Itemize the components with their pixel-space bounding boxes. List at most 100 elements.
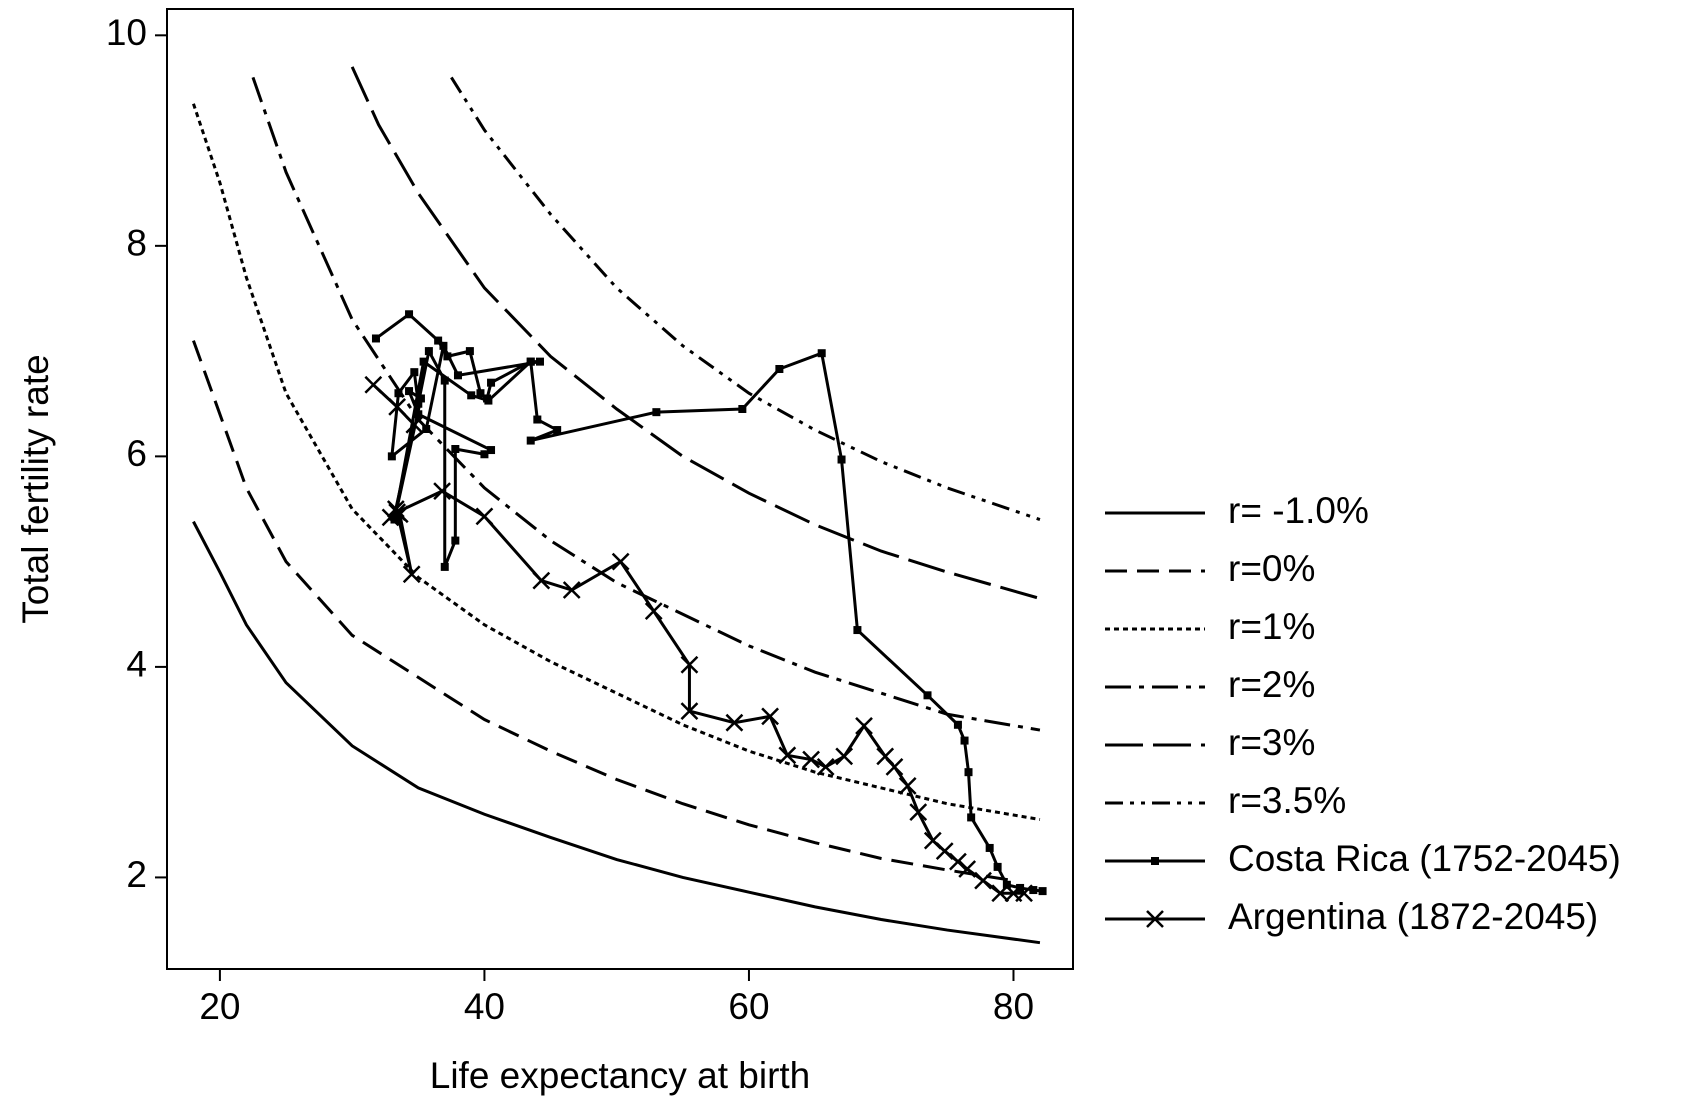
marker-square <box>953 720 962 729</box>
marker-square <box>405 387 414 396</box>
marker-cross <box>949 852 967 871</box>
legend-label: Costa Rica (1752-2045) <box>1228 838 1621 879</box>
marker-square <box>371 334 380 343</box>
marker-square <box>526 357 535 366</box>
x-tick-label: 80 <box>993 986 1034 1027</box>
marker-cross <box>991 884 1010 903</box>
marker-square <box>480 450 489 459</box>
marker-cross <box>680 655 699 674</box>
marker-cross <box>1146 910 1164 928</box>
marker-cross <box>885 758 904 776</box>
marker-cross <box>1015 884 1033 903</box>
y-tick-label: 2 <box>126 854 147 895</box>
marker-square <box>923 691 932 700</box>
marker-square <box>1151 857 1159 865</box>
marker-square <box>424 347 433 356</box>
legend-label: r=3.5% <box>1228 780 1346 821</box>
y-tick-label: 4 <box>126 644 147 685</box>
marker-cross <box>433 482 451 500</box>
marker-square <box>387 452 396 461</box>
y-tick-label: 10 <box>106 12 147 53</box>
marker-square <box>652 408 661 417</box>
marker-cross <box>802 750 821 769</box>
marker-cross <box>644 602 663 620</box>
marker-cross <box>974 871 992 890</box>
marker-square <box>837 455 846 464</box>
legend-label: Argentina (1872-2045) <box>1228 896 1598 937</box>
marker-square <box>439 341 448 350</box>
x-tick-label: 60 <box>728 986 769 1027</box>
series-line <box>350 66 1041 600</box>
marker-cross <box>402 565 421 584</box>
marker-square <box>451 445 460 453</box>
marker-square <box>476 389 485 398</box>
marker-square <box>967 813 976 822</box>
marker-cross <box>816 758 835 776</box>
x-axis-label: Life expectancy at birth <box>430 1055 811 1096</box>
marker-square <box>487 446 496 455</box>
marker-square <box>1038 887 1047 896</box>
marker-square <box>410 368 419 377</box>
marker-square <box>985 843 994 852</box>
y-tick-label: 6 <box>126 433 147 474</box>
marker-cross <box>778 746 797 765</box>
marker-square <box>467 391 476 400</box>
marker-square <box>553 426 562 435</box>
marker-square <box>817 349 826 358</box>
marker-cross <box>761 707 780 726</box>
marker-cross <box>532 571 551 590</box>
marker-cross <box>388 503 407 522</box>
series-line <box>375 312 1043 893</box>
marker-square <box>1002 880 1011 889</box>
marker-square <box>775 365 784 373</box>
marker-cross <box>855 716 873 735</box>
legend-label: r= -1.0% <box>1228 490 1369 531</box>
plot-frame <box>166 8 1074 970</box>
marker-square <box>960 736 969 745</box>
marker-square <box>487 378 496 387</box>
marker-square <box>440 376 449 385</box>
marker-cross <box>364 375 383 394</box>
marker-square <box>422 425 431 433</box>
legend-label: r=3% <box>1228 722 1315 763</box>
marker-square <box>414 410 423 419</box>
legend-label: r=2% <box>1228 664 1315 705</box>
marker-cross <box>680 702 699 720</box>
marker-cross <box>835 747 854 766</box>
marker-square <box>533 415 542 424</box>
marker-cross <box>898 776 917 795</box>
marker-square <box>434 336 443 345</box>
marker-square <box>535 357 544 366</box>
marker-square <box>394 389 403 398</box>
marker-cross <box>388 398 407 416</box>
marker-square <box>964 768 973 777</box>
marker-square <box>443 352 452 361</box>
marker-cross <box>611 552 630 571</box>
marker-square <box>1029 886 1038 895</box>
marker-cross <box>909 803 928 822</box>
x-tick-label: 40 <box>464 986 505 1027</box>
marker-square <box>405 310 414 319</box>
marker-cross <box>562 581 581 599</box>
marker-cross <box>725 713 744 732</box>
marker-square <box>440 562 449 571</box>
marker-cross <box>405 415 424 434</box>
marker-cross <box>475 507 494 526</box>
marker-square <box>416 394 425 403</box>
marker-square <box>738 405 747 413</box>
marker-square <box>451 536 460 545</box>
series-line <box>450 76 1041 521</box>
marker-square <box>465 347 474 356</box>
series-line <box>192 520 1041 945</box>
marker-square <box>419 357 428 366</box>
y-tick-label: 8 <box>126 223 147 264</box>
marker-square <box>414 399 423 408</box>
marker-square <box>484 396 493 405</box>
x-tick-label: 20 <box>199 986 240 1027</box>
marker-square <box>993 862 1002 871</box>
marker-square <box>526 436 535 445</box>
marker-square <box>853 626 862 635</box>
marker-cross <box>958 860 977 878</box>
